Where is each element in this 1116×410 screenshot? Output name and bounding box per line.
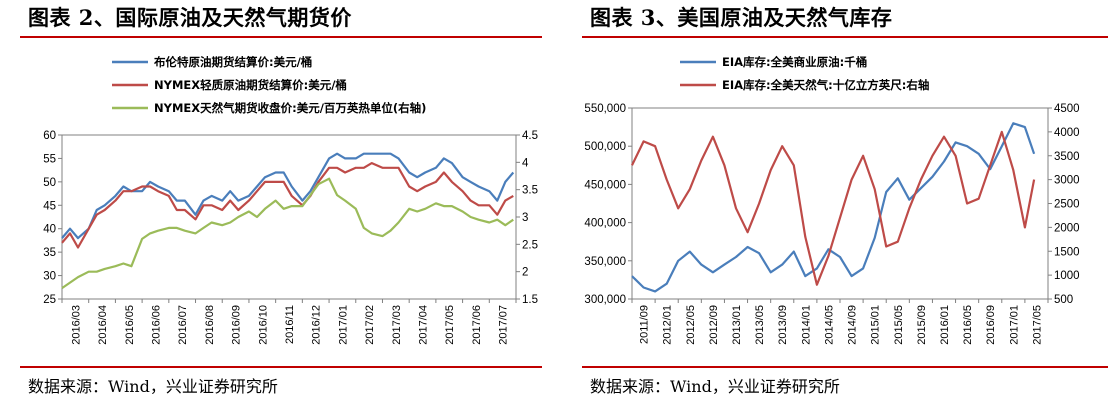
x-tick-label: 2015/01 bbox=[870, 305, 882, 345]
x-tick-label: 2016/12 bbox=[311, 305, 323, 345]
y-tick-label: 30 bbox=[43, 271, 56, 283]
x-tick-label: 2012/05 bbox=[685, 305, 697, 345]
x-tick-label: 2011/09 bbox=[639, 305, 651, 344]
y2-tick-label: 1000 bbox=[1054, 270, 1080, 282]
y2-tick-label: 1500 bbox=[1054, 246, 1080, 258]
y2-tick-label: 3000 bbox=[1054, 175, 1080, 187]
title-rule bbox=[582, 36, 1108, 38]
x-tick-label: 2017/01 bbox=[337, 305, 349, 345]
y-tick-label: 50 bbox=[43, 177, 56, 189]
x-tick-label: 2017/04 bbox=[418, 305, 430, 345]
x-tick-label: 2016/01 bbox=[939, 305, 951, 345]
x-tick-label: 2017/05 bbox=[444, 305, 456, 345]
x-tick-label: 2014/09 bbox=[847, 305, 859, 345]
x-tick-label: 2014/01 bbox=[800, 305, 812, 345]
y2-tick-label: 3500 bbox=[1054, 151, 1080, 163]
x-tick-label: 2016/03 bbox=[70, 305, 82, 345]
source-note: 数据来源：Wind，兴业证券研究所 bbox=[28, 377, 278, 396]
y-tick-label: 45 bbox=[43, 200, 56, 212]
series-line-2 bbox=[61, 161, 514, 249]
x-tick-label: 2013/09 bbox=[777, 305, 789, 345]
chart-title: 图表 3、美国原油及天然气库存 bbox=[590, 5, 893, 30]
price-chart: 25 30 35 40 45 50 55 60 1.5 2 2.5 3 3.5 4 4.5 2016/03 20… bbox=[43, 55, 538, 345]
y2-tick-label: 4000 bbox=[1054, 127, 1080, 139]
x-tick-label: 2016/05 bbox=[124, 305, 136, 345]
y2-tick-label: 4.5 bbox=[522, 130, 538, 142]
y2-tick-label: 3 bbox=[522, 212, 528, 224]
y-tick-label: 450,000 bbox=[584, 179, 626, 191]
y2-tick-label: 3.5 bbox=[522, 185, 538, 197]
legend-label: EIA库存:全美天然气:十亿立方英尺:右轴 bbox=[722, 78, 929, 92]
x-tick-label: 2017/06 bbox=[471, 305, 483, 345]
title-rule bbox=[20, 36, 542, 38]
panel-us-inventories: 图表 3、美国原油及天然气库存 300,000 350,000 400,000 450… bbox=[562, 0, 1116, 410]
legend-label: NYMEX天然气期货收盘价:美元/百万英热单位(右轴) bbox=[154, 101, 426, 115]
legend-label: EIA库存:全美商业原油:千桶 bbox=[722, 55, 867, 69]
x-tick-label: 2012/01 bbox=[662, 305, 674, 345]
y2-tick-label: 2 bbox=[522, 267, 528, 279]
y-tick-label: 25 bbox=[43, 294, 56, 306]
y-tick-label: 55 bbox=[43, 153, 56, 165]
y2-tick-label: 1.5 bbox=[522, 294, 538, 306]
x-tick-label: 2015/09 bbox=[916, 305, 928, 345]
x-tick-label: 2016/10 bbox=[257, 305, 269, 345]
series-line-2 bbox=[631, 130, 1036, 286]
source-rule bbox=[20, 366, 542, 368]
y-tick-label: 40 bbox=[43, 224, 56, 236]
legend-label: NYMEX轻质原油期货结算价:美元/桶 bbox=[154, 78, 347, 92]
plot-frame bbox=[631, 107, 1049, 300]
source-rule bbox=[582, 366, 1108, 368]
panel-oil-gas-prices: 图表 2、国际原油及天然气期货价 25 30 35 40 45 50 55 60 1.5 2 2.5… bbox=[0, 0, 550, 410]
y2-tick-label: 4 bbox=[522, 157, 529, 169]
y-tick-label: 300,000 bbox=[584, 294, 626, 306]
x-tick-label: 2014/05 bbox=[823, 305, 835, 345]
legend-label: 布伦特原油期货结算价:美元/桶 bbox=[153, 55, 312, 69]
x-tick-label: 2016/04 bbox=[97, 305, 109, 345]
x-tick-label: 2017/02 bbox=[364, 305, 376, 345]
y2-tick-label: 2000 bbox=[1054, 222, 1080, 234]
x-tick-label: 2012/09 bbox=[708, 305, 720, 345]
y-tick-label: 60 bbox=[43, 130, 56, 142]
x-tick-label: 2016/11 bbox=[284, 305, 296, 344]
y-tick-label: 500,000 bbox=[584, 141, 626, 153]
x-tick-label: 2016/09 bbox=[231, 305, 243, 345]
y2-tick-label: 2500 bbox=[1054, 199, 1080, 211]
x-tick-label: 2017/05 bbox=[1031, 305, 1043, 345]
x-tick-label: 2013/01 bbox=[731, 305, 743, 345]
y2-tick-label: 4500 bbox=[1054, 103, 1080, 115]
series-line-1 bbox=[61, 152, 515, 240]
x-tick-label: 2016/07 bbox=[177, 305, 189, 345]
x-tick-label: 2016/08 bbox=[204, 305, 216, 345]
x-tick-label: 2017/03 bbox=[391, 305, 403, 345]
x-tick-label: 2017/01 bbox=[1008, 305, 1020, 345]
y-tick-label: 350,000 bbox=[584, 256, 626, 268]
y-tick-label: 550,000 bbox=[584, 103, 626, 115]
x-tick-label: 2016/05 bbox=[962, 305, 974, 345]
y-tick-label: 400,000 bbox=[584, 218, 626, 230]
chart-title: 图表 2、国际原油及天然气期货价 bbox=[28, 5, 352, 30]
y2-tick-label: 2.5 bbox=[522, 239, 538, 251]
series-line-3 bbox=[61, 177, 514, 290]
x-tick-label: 2013/05 bbox=[754, 305, 766, 345]
y-tick-label: 35 bbox=[43, 247, 56, 259]
source-note: 数据来源：Wind，兴业证券研究所 bbox=[590, 377, 840, 396]
series-line-1 bbox=[631, 122, 1036, 293]
y2-tick-label: 500 bbox=[1054, 294, 1073, 306]
x-tick-label: 2015/05 bbox=[893, 305, 905, 345]
x-tick-label: 2016/09 bbox=[985, 305, 997, 345]
inventory-chart: 300,000 350,000 400,000 450,000 500,000 550,0… bbox=[584, 55, 1080, 345]
x-tick-label: 2017/07 bbox=[498, 305, 510, 345]
x-tick-label: 2016/06 bbox=[150, 305, 162, 345]
